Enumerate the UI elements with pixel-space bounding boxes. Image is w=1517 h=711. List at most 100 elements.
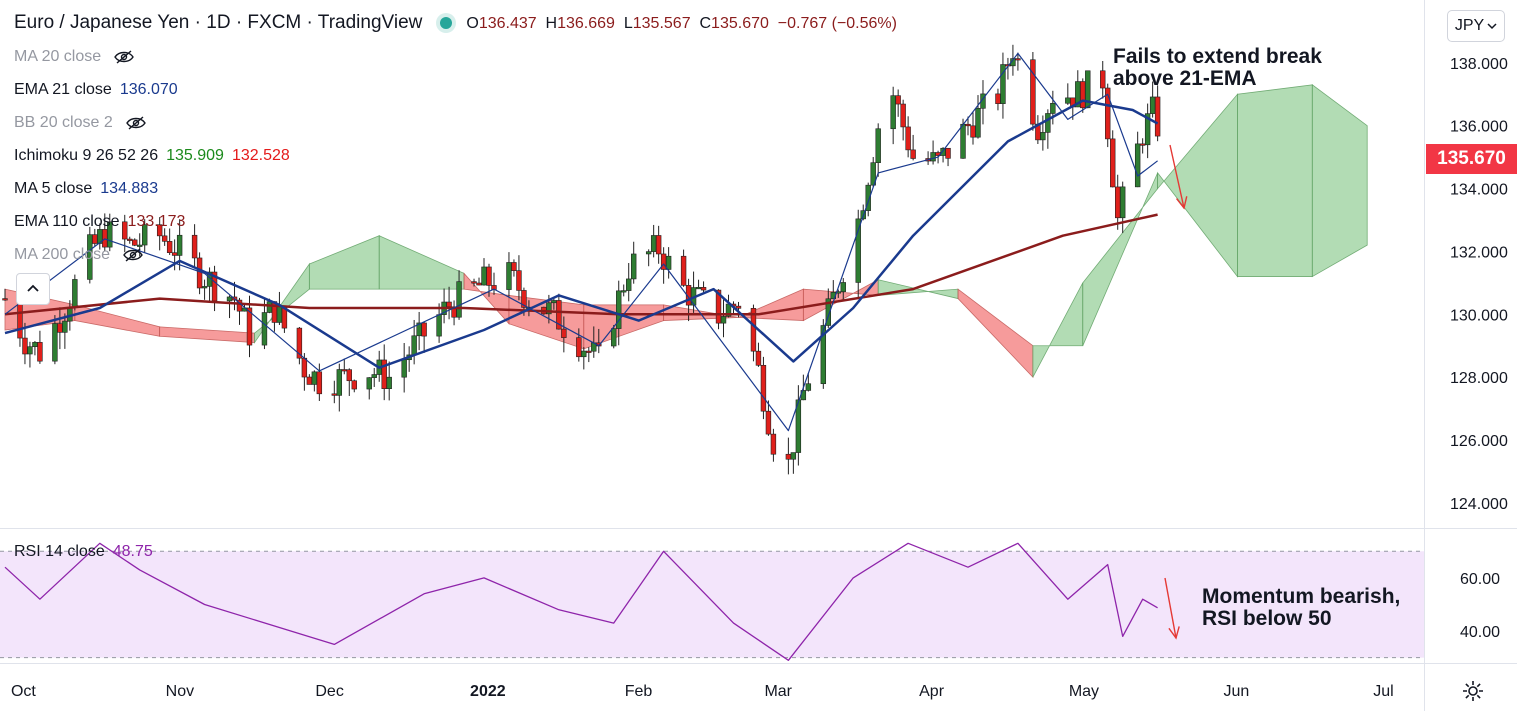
candle [1119, 181, 1126, 234]
candle-body [446, 301, 452, 308]
candle-body [481, 266, 487, 286]
candle-body [965, 123, 971, 127]
candle [965, 116, 971, 136]
candle-body [820, 325, 827, 385]
price-annotation-line-2: above 21-EMA [1113, 67, 1257, 90]
legend-label: EMA 21 close [14, 81, 112, 98]
candle [1134, 131, 1141, 188]
ohlc-values: O136.437 H136.669 L135.567 C135.670 −0.7… [466, 15, 897, 32]
candle-body [795, 399, 802, 453]
candle-body [381, 359, 387, 389]
candle-body [1015, 58, 1021, 61]
legend-row[interactable]: EMA 21 close 136.070 [14, 80, 186, 100]
time-tick-label: Apr [919, 683, 945, 700]
legend-row[interactable]: MA 5 close 134.883 [14, 179, 166, 199]
candle [87, 226, 93, 284]
time-tick-label: Nov [166, 683, 194, 700]
candle-body [127, 238, 133, 241]
rsi-legend-value: 48.75 [112, 543, 153, 560]
candle [107, 213, 113, 252]
candle-body [626, 278, 632, 291]
candle-body [765, 410, 772, 435]
legend-value: 133.173 [127, 213, 186, 230]
cloud-segment [1237, 84, 1313, 277]
candle [655, 225, 662, 264]
candle-body [176, 234, 183, 256]
candle-body [905, 126, 911, 151]
legend-value: 134.883 [100, 180, 159, 197]
candle-body [1030, 59, 1036, 125]
candle-body [1050, 102, 1056, 114]
candle-body [331, 393, 338, 396]
candle-body [870, 162, 876, 186]
candle-body [805, 383, 812, 391]
candle-body [1105, 87, 1111, 140]
candle [900, 99, 906, 141]
rsi-legend[interactable]: RSI 14 close 48.75 [14, 542, 161, 562]
candle [855, 209, 861, 299]
candle-body [680, 255, 687, 286]
candle [680, 249, 687, 287]
candle-body [52, 323, 58, 362]
candle-body [665, 255, 672, 270]
eye-hidden-icon[interactable] [122, 247, 144, 263]
eye-hidden-icon[interactable] [125, 115, 147, 131]
candle-body [386, 376, 392, 389]
legend-row[interactable]: MA 20 close [14, 47, 135, 67]
candle-body [875, 128, 881, 163]
rsi-annotation: Momentum bearish, RSI below 50 [1202, 586, 1400, 630]
candle-body [421, 322, 427, 337]
candle [665, 247, 672, 279]
candle [870, 157, 876, 187]
candle [930, 140, 936, 165]
candle [765, 400, 772, 436]
legend-label: MA 200 close [14, 246, 111, 263]
gear-icon[interactable] [1461, 679, 1485, 703]
market-status-dot [440, 17, 453, 29]
price-tick-label: 136.000 [1450, 119, 1508, 136]
candle-body [511, 262, 517, 271]
candle-body [1100, 70, 1106, 89]
price-tick-label: 138.000 [1450, 56, 1508, 73]
candle-body [166, 241, 173, 253]
symbol-title[interactable]: Euro / Japanese Yen · 1D · FXCM · Tradin… [14, 12, 423, 33]
candle [1045, 109, 1051, 149]
candle [37, 330, 43, 364]
candle [72, 274, 78, 311]
candle [616, 280, 622, 346]
candle [626, 263, 632, 302]
candle-body [301, 357, 308, 378]
candle-body [895, 95, 901, 105]
legend-value: 136.070 [119, 81, 178, 98]
candle [795, 385, 802, 466]
chevron-down-icon [1487, 23, 1497, 29]
candle [62, 313, 68, 349]
legend-row[interactable]: Ichimoku 9 26 52 26 135.909 132.528 [14, 146, 298, 166]
candle-body [855, 218, 861, 283]
candle-body [561, 328, 567, 338]
symbol-header: Euro / Japanese Yen · 1D · FXCM · Tradin… [14, 12, 897, 34]
price-arrow [1169, 144, 1188, 210]
candle-body [137, 244, 143, 247]
time-tick-label: May [1069, 683, 1099, 700]
candle-body [1134, 143, 1141, 188]
legend-row[interactable]: BB 20 close 2 [14, 113, 147, 133]
collapse-legend-button[interactable] [16, 273, 50, 305]
legend-row[interactable]: MA 200 close [14, 245, 144, 265]
currency-button[interactable]: JPY [1447, 10, 1505, 42]
legend-row[interactable]: EMA 110 close 133.173 [14, 212, 193, 232]
candle [790, 452, 797, 474]
price-tick-label: 126.000 [1450, 433, 1508, 450]
eye-hidden-icon[interactable] [113, 49, 135, 65]
candle-body [770, 433, 777, 455]
candle [875, 123, 881, 177]
candle [296, 327, 303, 365]
close-value: 135.670 [711, 15, 769, 32]
candle-body [1110, 138, 1116, 188]
candle [351, 379, 357, 393]
time-tick-label: 2022 [470, 683, 506, 700]
candle-body [1085, 70, 1091, 109]
candle [52, 315, 58, 365]
candle-body [316, 371, 323, 395]
